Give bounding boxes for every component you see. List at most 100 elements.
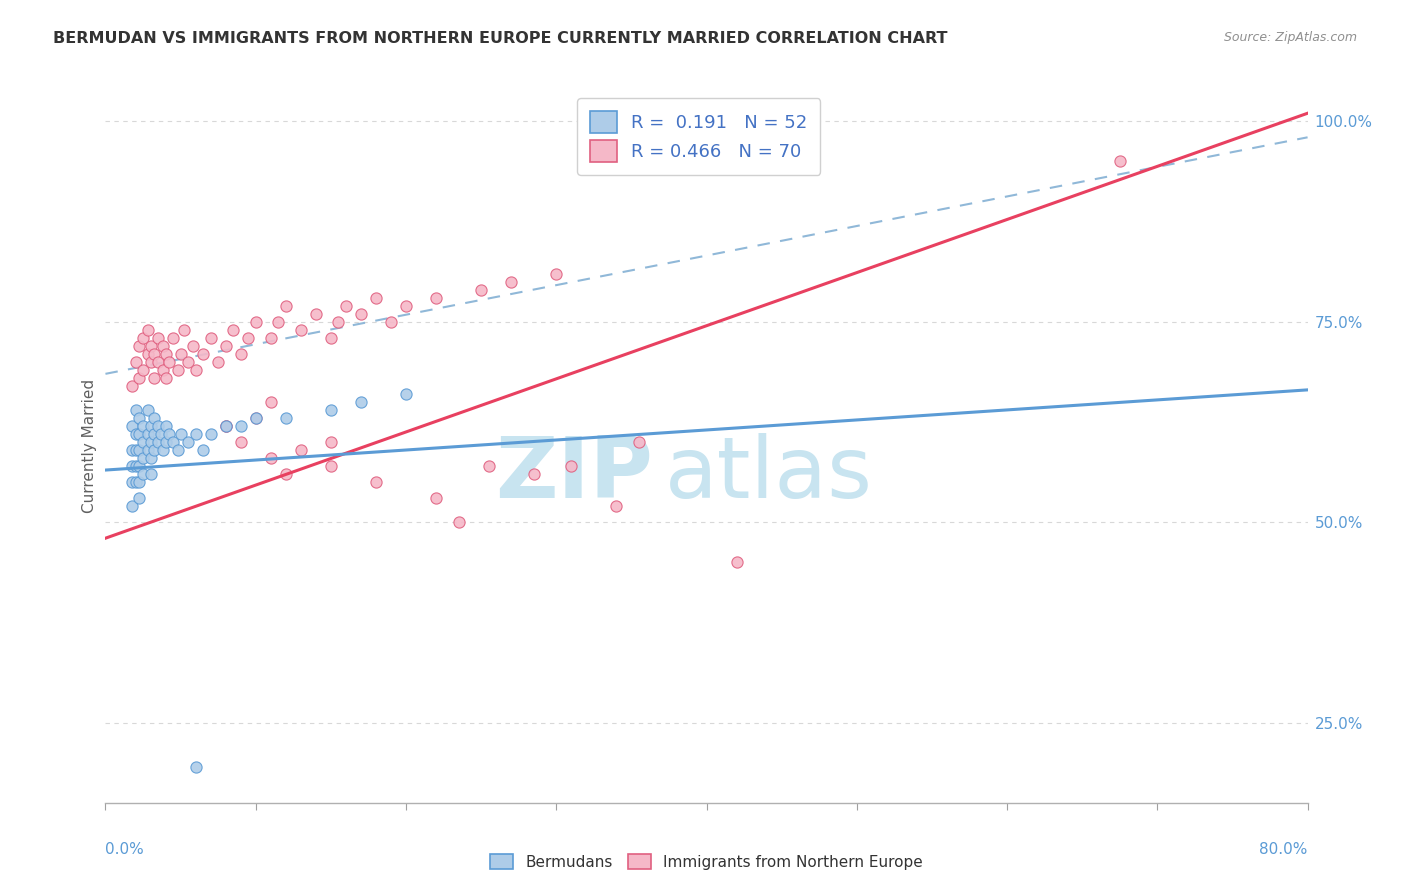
Point [245, 315, 267, 329]
Point [124, 355, 146, 369]
Point [132, 467, 155, 481]
Point [121, 458, 143, 473]
Point [124, 475, 146, 489]
Point [166, 363, 188, 377]
Point [132, 419, 155, 434]
Point [142, 347, 165, 361]
Point [319, 331, 342, 345]
Point [139, 467, 162, 481]
Point [146, 355, 169, 369]
Point [214, 339, 236, 353]
Point [173, 323, 195, 337]
Point [229, 347, 252, 361]
Point [222, 323, 245, 337]
Point [121, 419, 143, 434]
Point [245, 411, 267, 425]
Point [157, 355, 180, 369]
Point [124, 427, 146, 442]
Point [139, 419, 162, 434]
Y-axis label: Currently Married: Currently Married [82, 379, 97, 513]
Text: Source: ZipAtlas.com: Source: ZipAtlas.com [1223, 31, 1357, 45]
Point [152, 339, 174, 353]
Point [290, 323, 312, 337]
Text: 0.0%: 0.0% [105, 842, 145, 856]
Legend: Bermudans, Immigrants from Northern Europe: Bermudans, Immigrants from Northern Euro… [482, 846, 931, 877]
Point [290, 442, 312, 457]
Point [124, 442, 146, 457]
Point [146, 331, 169, 345]
Point [245, 411, 267, 425]
Point [139, 450, 162, 465]
Point [260, 450, 283, 465]
Point [214, 419, 236, 434]
Point [142, 411, 165, 425]
Point [150, 427, 173, 442]
Point [181, 339, 204, 353]
Point [328, 315, 350, 329]
Point [136, 403, 159, 417]
Point [157, 427, 180, 442]
Point [155, 371, 177, 385]
Point [546, 267, 568, 281]
Point [128, 491, 150, 505]
Point [1108, 154, 1130, 169]
Point [132, 363, 155, 377]
Point [169, 347, 191, 361]
Point [501, 275, 523, 289]
Point [169, 427, 191, 442]
Point [152, 363, 174, 377]
Point [523, 467, 546, 481]
Point [319, 458, 342, 473]
Point [128, 442, 150, 457]
Point [470, 283, 492, 297]
Point [128, 411, 150, 425]
Point [425, 491, 447, 505]
Point [627, 435, 650, 450]
Point [274, 299, 297, 313]
Point [395, 299, 418, 313]
Point [155, 435, 177, 450]
Point [229, 435, 252, 450]
Point [200, 331, 222, 345]
Point [177, 355, 200, 369]
Point [136, 442, 159, 457]
Point [136, 427, 159, 442]
Point [725, 555, 748, 569]
Point [605, 499, 627, 513]
Point [139, 355, 162, 369]
Point [155, 419, 177, 434]
Point [380, 315, 402, 329]
Point [184, 363, 207, 377]
Point [152, 442, 174, 457]
Text: atlas: atlas [665, 433, 873, 516]
Point [350, 395, 373, 409]
Point [260, 395, 283, 409]
Point [191, 442, 214, 457]
Point [364, 291, 387, 305]
Point [478, 458, 501, 473]
Point [121, 499, 143, 513]
Point [184, 427, 207, 442]
Point [200, 427, 222, 442]
Point [142, 371, 165, 385]
Point [274, 411, 297, 425]
Point [238, 331, 260, 345]
Point [124, 403, 146, 417]
Point [335, 299, 357, 313]
Point [128, 339, 150, 353]
Point [155, 347, 177, 361]
Point [560, 458, 582, 473]
Point [132, 331, 155, 345]
Point [142, 427, 165, 442]
Point [121, 379, 143, 393]
Point [177, 435, 200, 450]
Point [128, 427, 150, 442]
Point [214, 419, 236, 434]
Text: ZIP: ZIP [495, 433, 652, 516]
Point [425, 291, 447, 305]
Text: 80.0%: 80.0% [1260, 842, 1308, 856]
Point [162, 331, 184, 345]
Text: BERMUDAN VS IMMIGRANTS FROM NORTHERN EUROPE CURRENTLY MARRIED CORRELATION CHART: BERMUDAN VS IMMIGRANTS FROM NORTHERN EUR… [53, 31, 948, 46]
Point [128, 458, 150, 473]
Point [139, 339, 162, 353]
